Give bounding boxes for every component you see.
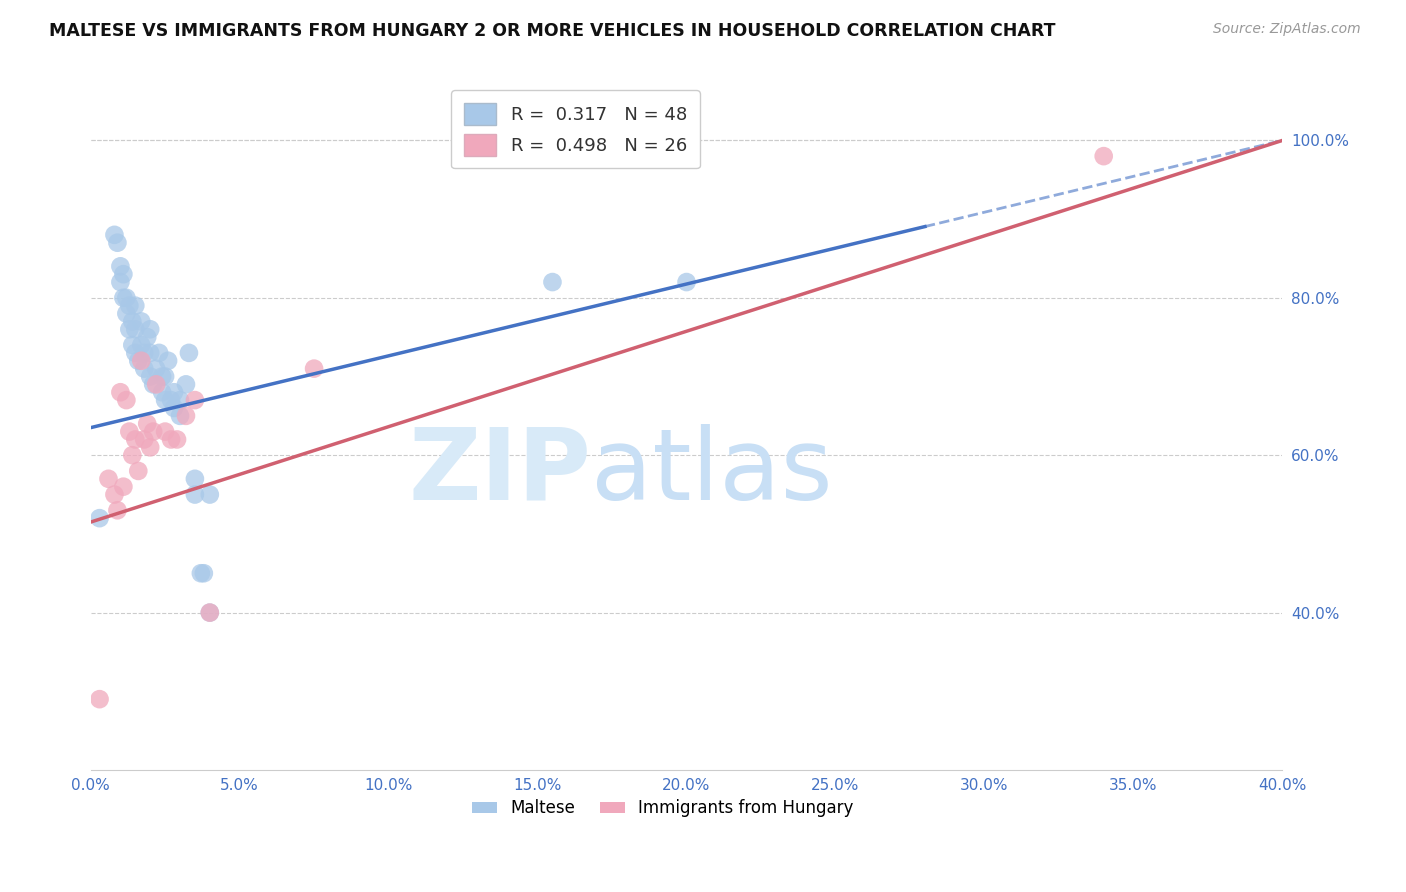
Point [110,275,132,289]
Point [139,369,162,384]
Point [148,346,170,360]
Point [145,377,167,392]
Point [112,267,135,281]
Point [675,275,697,289]
Point [97,472,120,486]
Point [169,409,191,423]
Point [89,511,111,525]
Point [184,393,207,408]
Point [118,322,141,336]
Point [124,322,146,336]
Point [136,330,159,344]
Point [103,487,125,501]
Point [112,291,135,305]
Point [121,314,143,328]
Point [142,377,165,392]
Text: atlas: atlas [591,424,832,521]
Text: ZIP: ZIP [408,424,591,521]
Point [127,464,149,478]
Point [174,377,197,392]
Point [134,361,156,376]
Point [115,291,138,305]
Point [150,385,173,400]
Point [139,346,162,360]
Point [177,346,200,360]
Point [157,353,180,368]
Point [150,369,173,384]
Point [1092,149,1115,163]
Point [129,338,152,352]
Point [118,425,141,439]
Point [198,606,221,620]
Point [115,307,138,321]
Point [107,503,129,517]
Point [127,353,149,368]
Point [103,227,125,242]
Point [174,409,197,423]
Point [124,299,146,313]
Point [184,472,207,486]
Text: MALTESE VS IMMIGRANTS FROM HUNGARY 2 OR MORE VEHICLES IN HOUSEHOLD CORRELATION C: MALTESE VS IMMIGRANTS FROM HUNGARY 2 OR … [49,22,1056,40]
Point [110,260,132,274]
Point [115,393,138,408]
Point [134,346,156,360]
Point [89,692,111,706]
Point [541,275,564,289]
Point [153,369,176,384]
Point [121,338,143,352]
Point [129,353,152,368]
Point [139,322,162,336]
Point [160,393,183,408]
Point [142,425,165,439]
Point [198,487,221,501]
Point [160,433,183,447]
Point [121,448,143,462]
Point [169,393,191,408]
Point [124,433,146,447]
Point [198,606,221,620]
Point [139,440,162,454]
Point [136,417,159,431]
Point [153,425,176,439]
Legend: Maltese, Immigrants from Hungary: Maltese, Immigrants from Hungary [465,793,860,824]
Point [145,361,167,376]
Point [193,566,215,581]
Point [124,346,146,360]
Point [118,299,141,313]
Point [112,480,135,494]
Point [107,235,129,250]
Point [302,361,325,376]
Point [110,385,132,400]
Point [153,393,176,408]
Point [184,487,207,501]
Point [163,401,186,415]
Point [163,385,186,400]
Point [134,433,156,447]
Point [129,314,152,328]
Point [190,566,212,581]
Point [166,433,188,447]
Text: Source: ZipAtlas.com: Source: ZipAtlas.com [1213,22,1361,37]
